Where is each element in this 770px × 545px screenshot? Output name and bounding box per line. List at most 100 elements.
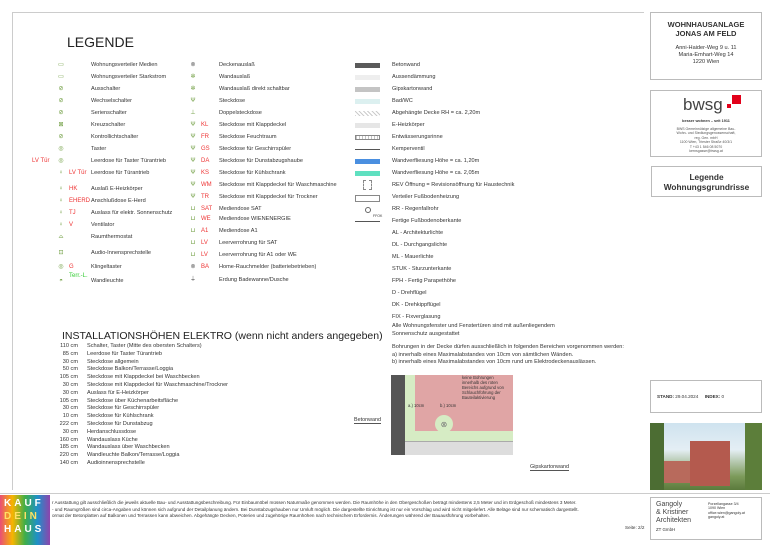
height-description: Steckdose mit Klappdeckel für Waschmasch… bbox=[87, 381, 229, 388]
height-description: Audioinnensprechstelle bbox=[87, 459, 145, 466]
legend-item: Kemperventil bbox=[355, 145, 645, 155]
cross-switch-icon: ⊠ bbox=[58, 122, 64, 128]
install-height-row: 110 cm Schalter, Taster (Mitte des oberst… bbox=[58, 343, 228, 351]
legend-item: STUK - Sturzunterkante bbox=[355, 265, 645, 275]
legend-label: Home-Rauchmelder (batteriebetrieben) bbox=[219, 264, 317, 270]
legend-item: E-Heizkörper bbox=[355, 121, 645, 131]
legend-item: Betonwand bbox=[355, 61, 645, 71]
legend-label: Leerdose für Türantrieb bbox=[91, 170, 150, 176]
height-description: Wandauslass Küche bbox=[87, 436, 138, 443]
legend-label: Audio-Innensprechstelle bbox=[91, 250, 152, 256]
install-height-row: 160 cm Wandauslass Küche bbox=[58, 437, 228, 445]
legend-label: Steckdose für Kühlschrank bbox=[219, 170, 286, 176]
legend-item: Wandverfliesung Höhe = ca. 1,20m bbox=[355, 157, 645, 167]
series-switch-icon: ⊘ bbox=[58, 110, 64, 116]
legend-item: ⊘ Ausschalter bbox=[40, 85, 185, 95]
height-value: 30 cm bbox=[62, 389, 78, 396]
legend-item: ⊔ WE Mediendose WIENENERGIE bbox=[186, 215, 352, 225]
developer-box: bwsg besser wohnen – seit 1911 BWS Gemei… bbox=[650, 90, 762, 157]
symbol-tag: KL bbox=[201, 122, 209, 128]
text-fragment: office.wien@gangoly.at bbox=[708, 510, 745, 515]
text-fragment: bwsg bbox=[683, 95, 723, 114]
socket-icon: Ψ bbox=[190, 146, 196, 152]
swatch-valve bbox=[355, 149, 380, 150]
text-fragment: Maria-Emhart-Weg 14 bbox=[678, 52, 734, 58]
legend-label: AL - Architekturlichte bbox=[392, 230, 444, 236]
media-distributor-icon: ▭ bbox=[58, 62, 64, 68]
symbol-tag: WM bbox=[201, 182, 212, 188]
height-description: Steckdose für Dunstabzug bbox=[87, 420, 153, 427]
legend-item: REV Öffnung = Revisionsöffnung für Haust… bbox=[355, 180, 645, 191]
text-fragment bbox=[658, 461, 690, 483]
legend-label: Wandverfliesung Höhe = ca. 1,20m bbox=[392, 158, 480, 164]
legend-item: ⏚ Erdung Badewanne/Dusche bbox=[186, 276, 352, 286]
symbol-tag: BA bbox=[201, 264, 210, 270]
text-fragment: INDEX: bbox=[704, 394, 721, 399]
project-name: WOHNHAUSANLAGE bbox=[667, 20, 745, 29]
text-fragment bbox=[690, 441, 730, 486]
install-height-row: 105 cm Steckdose mit Klappdeckel bei Wasc… bbox=[58, 374, 228, 382]
doorbell-icon: ◎ bbox=[58, 264, 64, 270]
project-box: WOHNHAUSANLAGE JONAS AM FELD Anni-Haider… bbox=[650, 12, 762, 80]
height-description: Wandauslass über Waschbecken bbox=[87, 444, 170, 451]
legend-item: ♀ HK Auslaß E-Heizkörper bbox=[40, 185, 185, 195]
height-description: Wandleuchte Balkon/Terrasse/Loggia bbox=[87, 452, 180, 459]
legend-item: ▭ Wohnungsverteiler Medien bbox=[40, 61, 185, 71]
install-height-row: 222 cm Steckdose für Dunstabzug bbox=[58, 421, 228, 429]
legend-item: ▭ Wohnungsverteiler Starkstrom bbox=[40, 73, 185, 83]
height-value: 140 cm bbox=[59, 459, 78, 466]
install-height-row: 30 cm Auslass für E-Heizkörper bbox=[58, 390, 228, 398]
text-fragment: T +43 1 546 08 5070 bbox=[689, 144, 723, 149]
legend-label: Doppelsteckdose bbox=[219, 110, 262, 116]
install-height-row: 30 cm Steckdose für Geschirrspüler bbox=[58, 405, 228, 413]
legend-item: Verteiler Fußbodenheizung bbox=[355, 193, 645, 203]
socket-icon: Ψ bbox=[190, 182, 196, 188]
legend-item: ⊔ LV Leerverrohrung für A1 oder WE bbox=[186, 251, 352, 261]
legend-item: ⊔ SAT Mediendose SAT bbox=[186, 205, 352, 215]
height-value: 185 cm bbox=[59, 444, 78, 451]
text-fragment: keine Bohrungen bbox=[462, 375, 494, 380]
height-value: 30 cm bbox=[62, 358, 78, 365]
legend-item: ◓ Terr.-L. Wandleuchte bbox=[40, 273, 185, 287]
project-name: JONAS AM FELD bbox=[675, 29, 737, 38]
legend-item: FFOK Fertige Fußbodenoberkante bbox=[355, 214, 645, 227]
conduit-icon: ⊔ bbox=[190, 252, 196, 258]
text-fragment bbox=[727, 104, 731, 108]
legend-item: ♀ LV Tür Leerdose für Türantrieb bbox=[40, 169, 185, 179]
note-line: Bohrungen in der Decke dürfen ausschließ… bbox=[392, 344, 624, 350]
legend-item: ML - Mauerlichte bbox=[355, 253, 645, 263]
height-value: 105 cm bbox=[59, 397, 78, 404]
grounding-icon: ⏚ bbox=[189, 277, 196, 283]
install-height-row: 105 cm Steckdose über Küchenarbeitsfläche bbox=[58, 398, 228, 406]
legend-item: D - Drehflügel bbox=[355, 289, 645, 299]
height-description: Steckdose über Küchenarbeitsfläche bbox=[87, 397, 179, 404]
bwsg-logo: bwsg bbox=[651, 95, 761, 117]
legend-label: Wandauslaß direkt schaltbar bbox=[219, 86, 290, 92]
height-value: 50 cm bbox=[62, 366, 78, 373]
legend-label: Taster bbox=[91, 146, 107, 152]
legend-item: ⊡ Audio-Innensprechstelle bbox=[40, 249, 185, 259]
disclaimer: r Ausstattung gilt ausschließlich die je… bbox=[52, 500, 579, 520]
changeover-switch-icon: ⊘ bbox=[58, 98, 64, 104]
legend-label: Leerverrohrung für SAT bbox=[219, 240, 278, 246]
footer-divider bbox=[0, 493, 770, 494]
stand-date: 29.04.2024 bbox=[675, 394, 699, 399]
swatch-cc4c4c4 bbox=[355, 87, 380, 92]
symbol-tag: A1 bbox=[201, 228, 209, 234]
symbol-tag: LV bbox=[201, 240, 208, 246]
push-button-icon: ◎ bbox=[58, 146, 64, 152]
stand-index-box: STAND: 29.04.2024 INDEX: 0 bbox=[650, 380, 762, 413]
height-value: 85 cm bbox=[62, 350, 78, 357]
legend-label: FPH - Fertig Parapethöhe bbox=[392, 278, 457, 284]
legend-item: FIX - Fixverglasung bbox=[355, 313, 645, 323]
ffok-marker: FFOK bbox=[373, 214, 383, 218]
legend-label: Leerverrohrung für A1 oder WE bbox=[219, 252, 297, 258]
text-fragment: STAND: bbox=[657, 394, 675, 399]
legend-label: Wandleuchte bbox=[91, 278, 124, 284]
sunshade-outlet-icon: ♀ bbox=[58, 210, 64, 216]
legend-item: Bad/WC bbox=[355, 97, 645, 107]
indicator-switch-icon: ⊘ bbox=[58, 134, 64, 140]
legend-item: ⊗ BA Home-Rauchmelder (batteriebetrieben) bbox=[186, 263, 352, 273]
legend-item: Gipskartonwand bbox=[355, 85, 645, 95]
height-description: Steckdose mit Klappdeckel bei Waschbecke… bbox=[87, 374, 200, 381]
